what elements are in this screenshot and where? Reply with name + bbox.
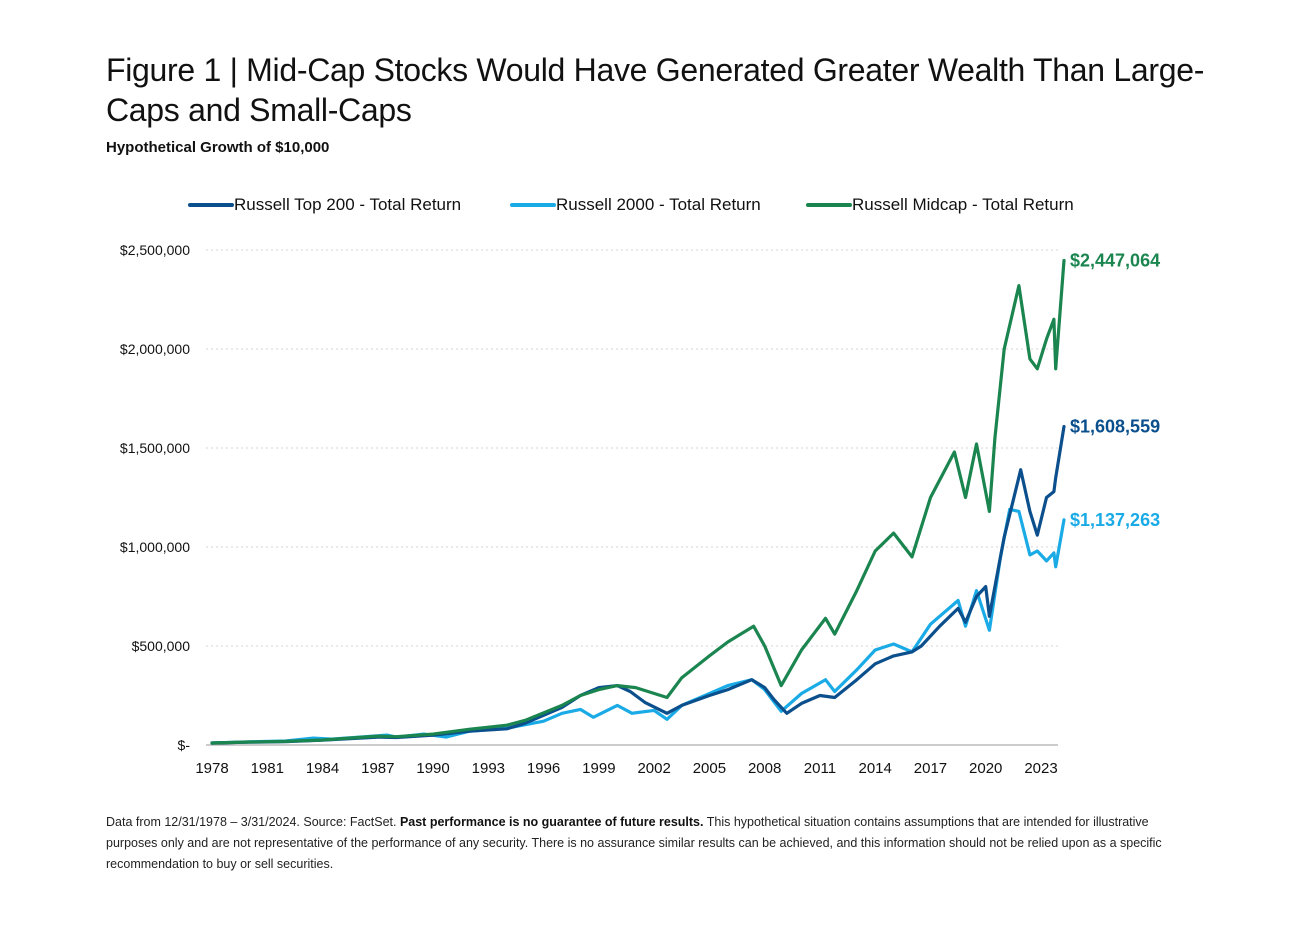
end-value-label: $1,137,263 [1070,510,1160,530]
x-tick-label: 1999 [582,760,615,777]
x-tick-label: 1984 [306,760,339,777]
y-tick-label: $2,000,000 [120,341,190,357]
x-tick-label: 2023 [1024,760,1057,777]
chart-subtitle: Hypothetical Growth of $10,000 [106,139,330,156]
footnote: Data from 12/31/1978 – 3/31/2024. Source… [106,812,1176,875]
y-tick-label: $1,500,000 [120,440,190,456]
x-tick-label: 1993 [472,760,505,777]
x-tick-label: 2002 [637,760,670,777]
series-line-midcap [210,258,1066,745]
series-line-r2000 [210,507,1066,745]
end-value-labels: $1,608,559 $1,137,263 $2,447,064 [1070,250,1160,529]
y-tick-label: $500,000 [132,638,191,654]
end-value-label: $2,447,064 [1070,250,1160,270]
legend-label: Russell 2000 - Total Return [556,195,761,214]
footnote-body: This hypothetical situation contains ass… [106,815,1162,871]
legend-label: Russell Top 200 - Total Return [234,195,461,214]
x-tick-label: 2017 [914,760,947,777]
legend-item: Russell Midcap - Total Return [806,195,1074,214]
x-tick-label: 1990 [416,760,449,777]
x-tick-label: 2014 [859,760,892,777]
x-tick-label: 2008 [748,760,781,777]
end-value-label: $1,608,559 [1070,417,1160,437]
x-tick-label: 1987 [361,760,394,777]
footnote-disclaimer: Past performance is no guarantee of futu… [399,815,704,829]
series-line-top200 [210,424,1066,745]
legend-label: Russell Midcap - Total Return [852,195,1074,214]
x-axis: 1978 1981 1984 1987 1990 1993 1996 1999 2002 2005… [195,744,1058,777]
y-axis: $- $500,000 $1,000,000 $1,500,000 $2,000,000… [120,242,190,753]
legend-item: Russell Top 200 - Total Return [188,195,461,214]
x-tick-label: 1978 [195,760,228,777]
x-tick-label: 1996 [527,760,560,777]
grid-lines [206,249,1058,647]
footnote-lead: Data from 12/31/1978 – 3/31/2024. Source… [106,815,400,829]
x-tick-label: 2011 [804,760,836,777]
legend: Russell Top 200 - Total Return Russell 20… [188,195,1074,214]
legend-item: Russell 2000 - Total Return [510,195,761,214]
series-lines [210,258,1066,745]
x-tick-label: 2020 [969,760,1002,777]
y-tick-label: $- [178,737,191,753]
y-tick-label: $2,500,000 [120,242,190,258]
chart-title: Figure 1 | Mid-Cap Stocks Would Have Gen… [106,52,1205,128]
y-tick-label: $1,000,000 [120,539,190,555]
x-tick-label: 1981 [251,760,284,777]
x-tick-label: 2005 [693,760,726,777]
